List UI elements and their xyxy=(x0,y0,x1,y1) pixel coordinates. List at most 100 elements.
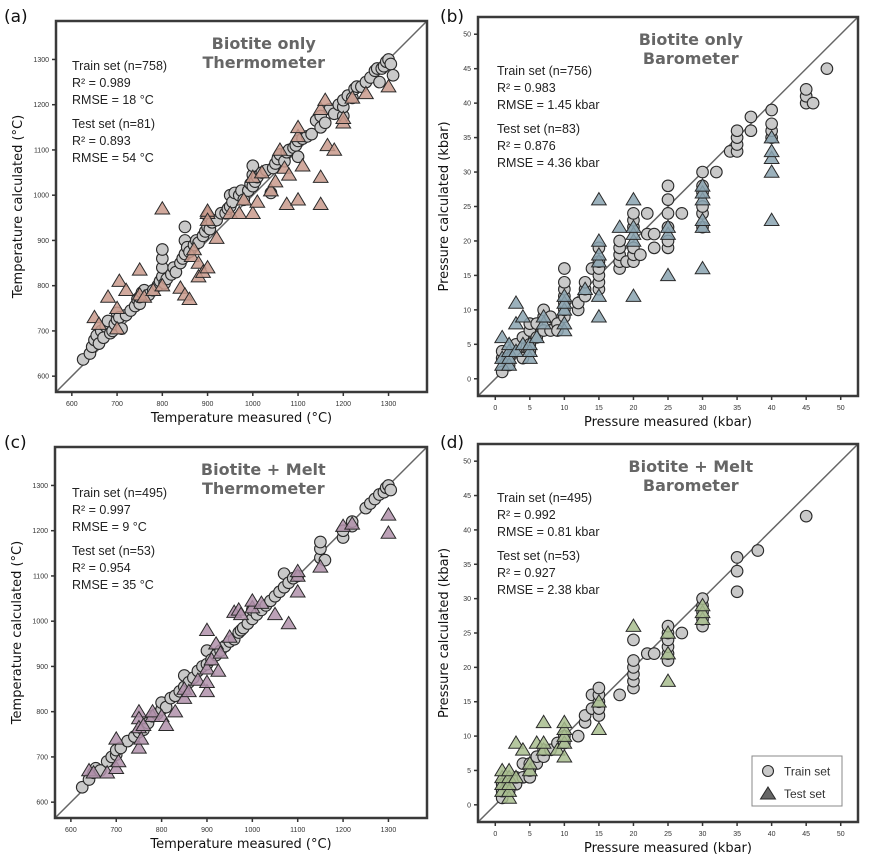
y-axis-label: Pressure calculated (kbar) xyxy=(437,121,452,291)
test-point xyxy=(244,205,262,220)
y-tick-label: 25 xyxy=(463,204,471,211)
train-point xyxy=(647,227,661,241)
test-point xyxy=(514,741,532,756)
test-point xyxy=(203,651,220,666)
test-point xyxy=(108,730,125,745)
test-point xyxy=(280,615,297,630)
x-tick-label: 800 xyxy=(156,827,168,834)
test-point xyxy=(312,558,329,573)
panel-title-line2: Thermometer xyxy=(202,479,325,498)
test-point xyxy=(500,776,518,790)
test-point xyxy=(659,226,677,240)
train-point xyxy=(384,483,398,497)
test-rmse: RMSE = 2.38 kbar xyxy=(497,583,599,597)
x-tick-label: 1300 xyxy=(381,827,397,834)
x-tick-label: 20 xyxy=(630,831,638,838)
test-point xyxy=(556,295,573,309)
y-tick-label: 45 xyxy=(463,66,471,73)
train-point xyxy=(675,207,689,220)
train-rmse: RMSE = 1.45 kbar xyxy=(497,98,599,112)
y-tick-label: 10 xyxy=(463,307,471,314)
test-point xyxy=(117,282,135,296)
train-point xyxy=(305,127,318,141)
y-tick-label: 45 xyxy=(463,493,471,500)
test-point xyxy=(198,622,216,636)
train-point xyxy=(314,535,327,549)
test-point xyxy=(144,703,161,718)
data-points xyxy=(76,53,400,366)
train-rmse: RMSE = 9 °C xyxy=(72,520,147,534)
panel-d: (d) 0 5 10 15 20 25 30 35 40 45 50 0 5 10 15 20 25 30 35 40 4… xyxy=(437,433,860,856)
stats-block: Train set (n=495) R² = 0.992 RMSE = 0.81 k… xyxy=(497,491,599,597)
test-point xyxy=(198,660,216,675)
test-point xyxy=(289,128,307,143)
test-point xyxy=(590,288,608,302)
train-point xyxy=(155,243,169,256)
test-point xyxy=(278,196,295,210)
legend-train-label: Train set xyxy=(784,765,831,779)
y-tick-label: 1200 xyxy=(32,528,48,535)
test-point xyxy=(625,618,642,632)
train-point xyxy=(558,262,571,275)
test-point xyxy=(694,177,711,192)
test-point xyxy=(294,157,311,172)
test-point xyxy=(535,741,552,756)
y-tick-label: 700 xyxy=(36,754,48,761)
train-point xyxy=(613,688,626,702)
test-r2: R² = 0.876 xyxy=(497,139,556,153)
test-point xyxy=(271,141,289,156)
train-point xyxy=(627,654,640,667)
x-axis-label: Pressure measured (kbar) xyxy=(584,841,752,856)
test-point xyxy=(190,255,207,269)
test-point xyxy=(521,762,539,777)
legend-triangle-icon xyxy=(759,786,777,800)
test-point xyxy=(312,169,329,183)
x-tick-label: 1200 xyxy=(335,827,351,834)
x-tick-label: 20 xyxy=(630,405,638,412)
y-tick-label: 20 xyxy=(463,665,471,672)
test-point xyxy=(590,308,608,323)
test-point xyxy=(108,300,126,315)
panel-title-line2: Thermometer xyxy=(202,53,325,72)
x-tick-label: 50 xyxy=(837,405,845,412)
train-point xyxy=(696,165,709,179)
test-point xyxy=(625,191,642,206)
test-point xyxy=(183,248,200,263)
test-point xyxy=(500,762,518,777)
test-point xyxy=(198,674,216,689)
test-point xyxy=(99,289,117,303)
test-point xyxy=(198,683,216,698)
test-point xyxy=(231,205,248,220)
train-r2: R² = 0.989 xyxy=(72,76,131,90)
test-r2: R² = 0.893 xyxy=(72,134,131,148)
x-tick-label: 5 xyxy=(528,405,532,412)
y-tick-label: 900 xyxy=(37,238,49,245)
test-point xyxy=(244,592,261,607)
test-set-label: Test set (n=81) xyxy=(72,117,155,131)
train-point xyxy=(613,234,626,248)
test-point xyxy=(694,260,711,275)
train-point xyxy=(730,564,744,578)
test-point xyxy=(659,645,677,660)
train-point xyxy=(592,681,606,695)
train-point xyxy=(710,165,723,179)
train-set-label: Train set (n=758) xyxy=(72,59,167,73)
train-r2: R² = 0.997 xyxy=(72,503,131,517)
y-axis-label: Temperature calculated (°C) xyxy=(11,115,26,299)
test-point xyxy=(135,717,152,731)
test-set-label: Test set (n=53) xyxy=(497,549,580,563)
test-point xyxy=(521,755,539,770)
test-point xyxy=(210,662,227,677)
x-axis-label: Pressure measured (kbar) xyxy=(584,415,752,430)
train-point xyxy=(558,275,571,289)
test-point xyxy=(763,129,780,144)
train-point xyxy=(661,207,675,220)
x-tick-label: 700 xyxy=(111,401,123,408)
y-tick-label: 10 xyxy=(463,734,471,741)
test-point xyxy=(380,506,397,521)
test-point xyxy=(185,241,203,256)
y-tick-label: 40 xyxy=(463,527,471,534)
test-point xyxy=(556,322,573,337)
train-point xyxy=(751,544,765,557)
